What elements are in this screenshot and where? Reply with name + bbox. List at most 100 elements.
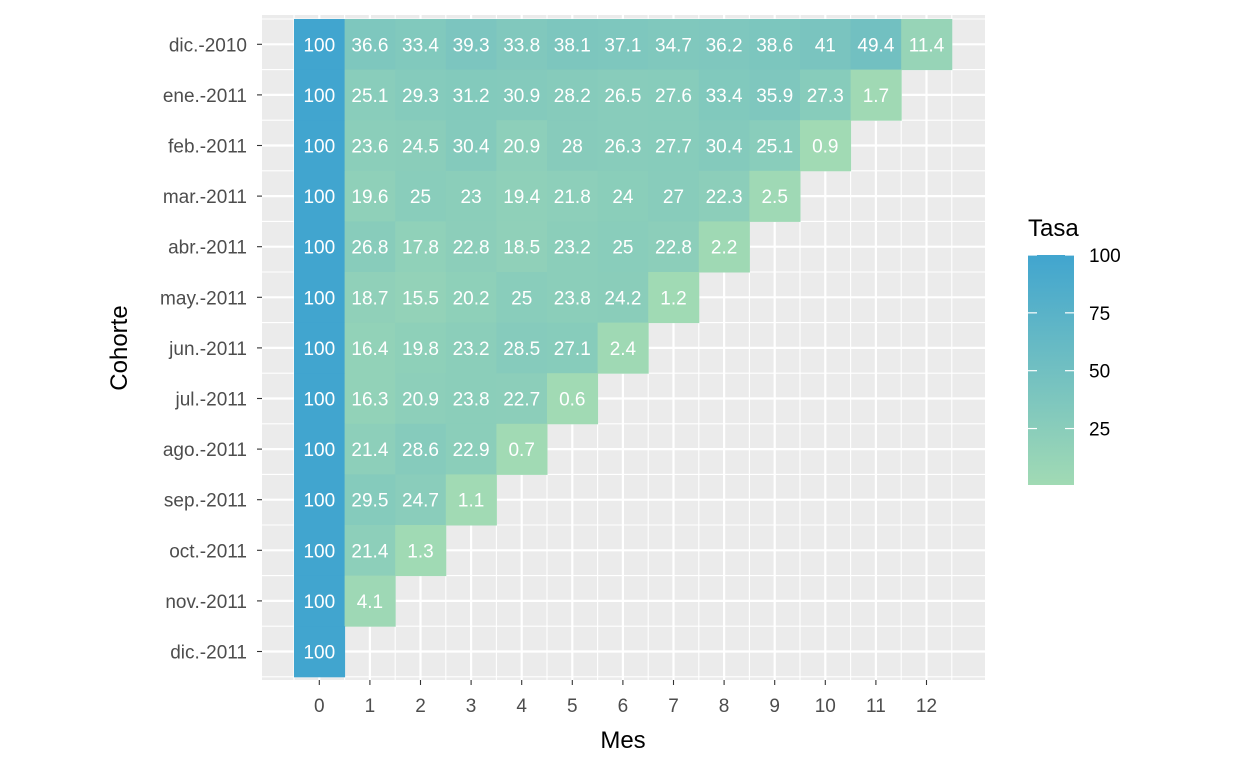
legend-break-label: 100 [1089,246,1121,267]
y-axis: dic.-2010 ene.-2011 feb.-2011 mar.-2011 abr.… [160,35,262,664]
heatmap-cell [395,423,447,475]
heatmap-cell [294,626,346,678]
heatmap-cell [294,19,346,71]
cell-value-label: 26.5 [604,86,641,107]
heatmap-cell [597,19,649,71]
cell-value-label: 21.4 [351,541,388,562]
heatmap-cell [445,120,497,172]
cell-value-label: 100 [303,137,335,158]
x-tick-label: 2 [415,696,426,717]
heatmap-cell [294,525,346,577]
cell-value-label: 0.9 [812,137,838,158]
cell-value-label: 19.6 [351,187,388,208]
heatmap-cell [648,120,700,172]
cell-value-label: 100 [303,390,335,411]
cell-value-label: 27 [663,187,684,208]
heatmap-cell [294,221,346,273]
y-tick-label: abr.-2011 [168,238,247,259]
heatmap-cell [445,474,497,526]
cell-value-label: 2.5 [761,187,787,208]
y-tick-label: dic.-2011 [170,643,247,664]
cell-value-label: 16.3 [351,390,388,411]
cell-value-label: 21.4 [351,440,388,461]
heatmap-cell [445,69,497,121]
cell-value-label: 25.1 [351,86,388,107]
heatmap-cell [597,322,649,374]
cell-value-label: 33.8 [503,35,540,56]
heatmap-cell [344,69,396,121]
cell-value-label: 23.8 [554,288,591,309]
cell-value-label: 25 [612,238,633,259]
cell-value-label: 100 [303,35,335,56]
y-tick-label: mar.-2011 [163,187,247,208]
heatmap-cell [395,69,447,121]
cell-value-label: 100 [303,592,335,613]
heatmap-cell [901,19,953,71]
heatmap-cell [445,170,497,222]
heatmap-cell [698,170,750,222]
cell-value-label: 34.7 [655,35,692,56]
cell-value-label: 37.1 [604,35,641,56]
heatmap-cell [496,170,548,222]
cell-value-label: 100 [303,339,335,360]
heatmap-cell [395,170,447,222]
cell-value-label: 30.9 [503,86,540,107]
heatmap-cell [496,373,548,425]
cell-value-label: 33.4 [706,86,743,107]
cell-value-label: 24.2 [604,288,641,309]
heatmap-cell [294,373,346,425]
heatmap-cell [547,272,599,324]
heatmap-cell [294,575,346,627]
heatmap-cell [395,221,447,273]
legend-break-label: 25 [1089,420,1110,441]
cell-value-label: 11.4 [909,35,945,56]
heatmap-cell [496,19,548,71]
legend-ticks: 100 75 50 25 [1028,246,1121,441]
y-tick-label: jul.-2011 [175,390,247,411]
heatmap-cell [294,120,346,172]
heatmap-cell [648,272,700,324]
cell-value-label: 19.8 [402,339,439,360]
y-tick-label: may.-2011 [160,288,247,309]
cell-value-label: 26.8 [351,238,388,259]
cell-value-label: 100 [303,541,335,562]
y-tick-label: ene.-2011 [163,86,247,107]
cell-value-label: 22.3 [706,187,743,208]
cell-value-label: 28.2 [554,86,591,107]
cell-value-label: 23.2 [554,238,591,259]
heatmap-cell [698,221,750,273]
heatmap-cell [395,525,447,577]
heatmap-cell [294,170,346,222]
heatmap-cell [395,120,447,172]
x-tick-label: 12 [916,696,937,717]
cell-value-label: 24.5 [402,137,439,158]
x-tick-label: 4 [516,696,527,717]
heatmap-cell [850,69,902,121]
heatmap-cell [294,322,346,374]
cell-value-label: 100 [303,238,335,259]
heatmap-cell [547,69,599,121]
y-tick-label: oct.-2011 [169,541,247,562]
cell-value-label: 20.9 [402,390,439,411]
cell-value-label: 2.4 [610,339,637,360]
heatmap-cell [648,19,700,71]
cell-value-label: 26.3 [604,137,641,158]
heatmap-cell [344,221,396,273]
heatmap-cell [445,423,497,475]
heatmap-cell [445,221,497,273]
heatmap-cell [800,69,852,121]
cell-value-label: 23 [461,187,482,208]
cell-value-label: 25 [511,288,532,309]
cell-value-label: 22.9 [453,440,490,461]
heatmap-cell [294,474,346,526]
cell-value-label: 16.4 [351,339,388,360]
x-tick-label: 5 [567,696,578,717]
x-tick-label: 9 [769,696,780,717]
cell-value-label: 1.2 [660,288,686,309]
cell-value-label: 39.3 [453,35,490,56]
heatmap-cell [547,221,599,273]
cell-value-label: 38.1 [554,35,591,56]
cell-value-label: 27.1 [554,339,591,360]
cell-value-label: 4.1 [357,592,383,613]
heatmap-cell [496,69,548,121]
